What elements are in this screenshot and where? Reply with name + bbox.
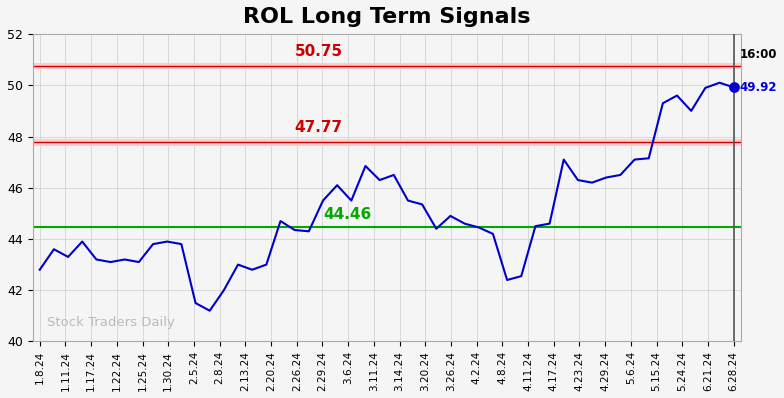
Point [728, 84, 740, 90]
Text: 47.77: 47.77 [295, 120, 343, 135]
Text: 50.75: 50.75 [295, 44, 343, 59]
Text: 44.46: 44.46 [323, 207, 372, 222]
Text: 16:00: 16:00 [739, 48, 777, 61]
Text: 49.92: 49.92 [739, 81, 777, 94]
Text: Stock Traders Daily: Stock Traders Daily [47, 316, 175, 329]
Bar [33, 139, 741, 146]
Bar [33, 63, 741, 69]
Title: ROL Long Term Signals: ROL Long Term Signals [243, 7, 531, 27]
